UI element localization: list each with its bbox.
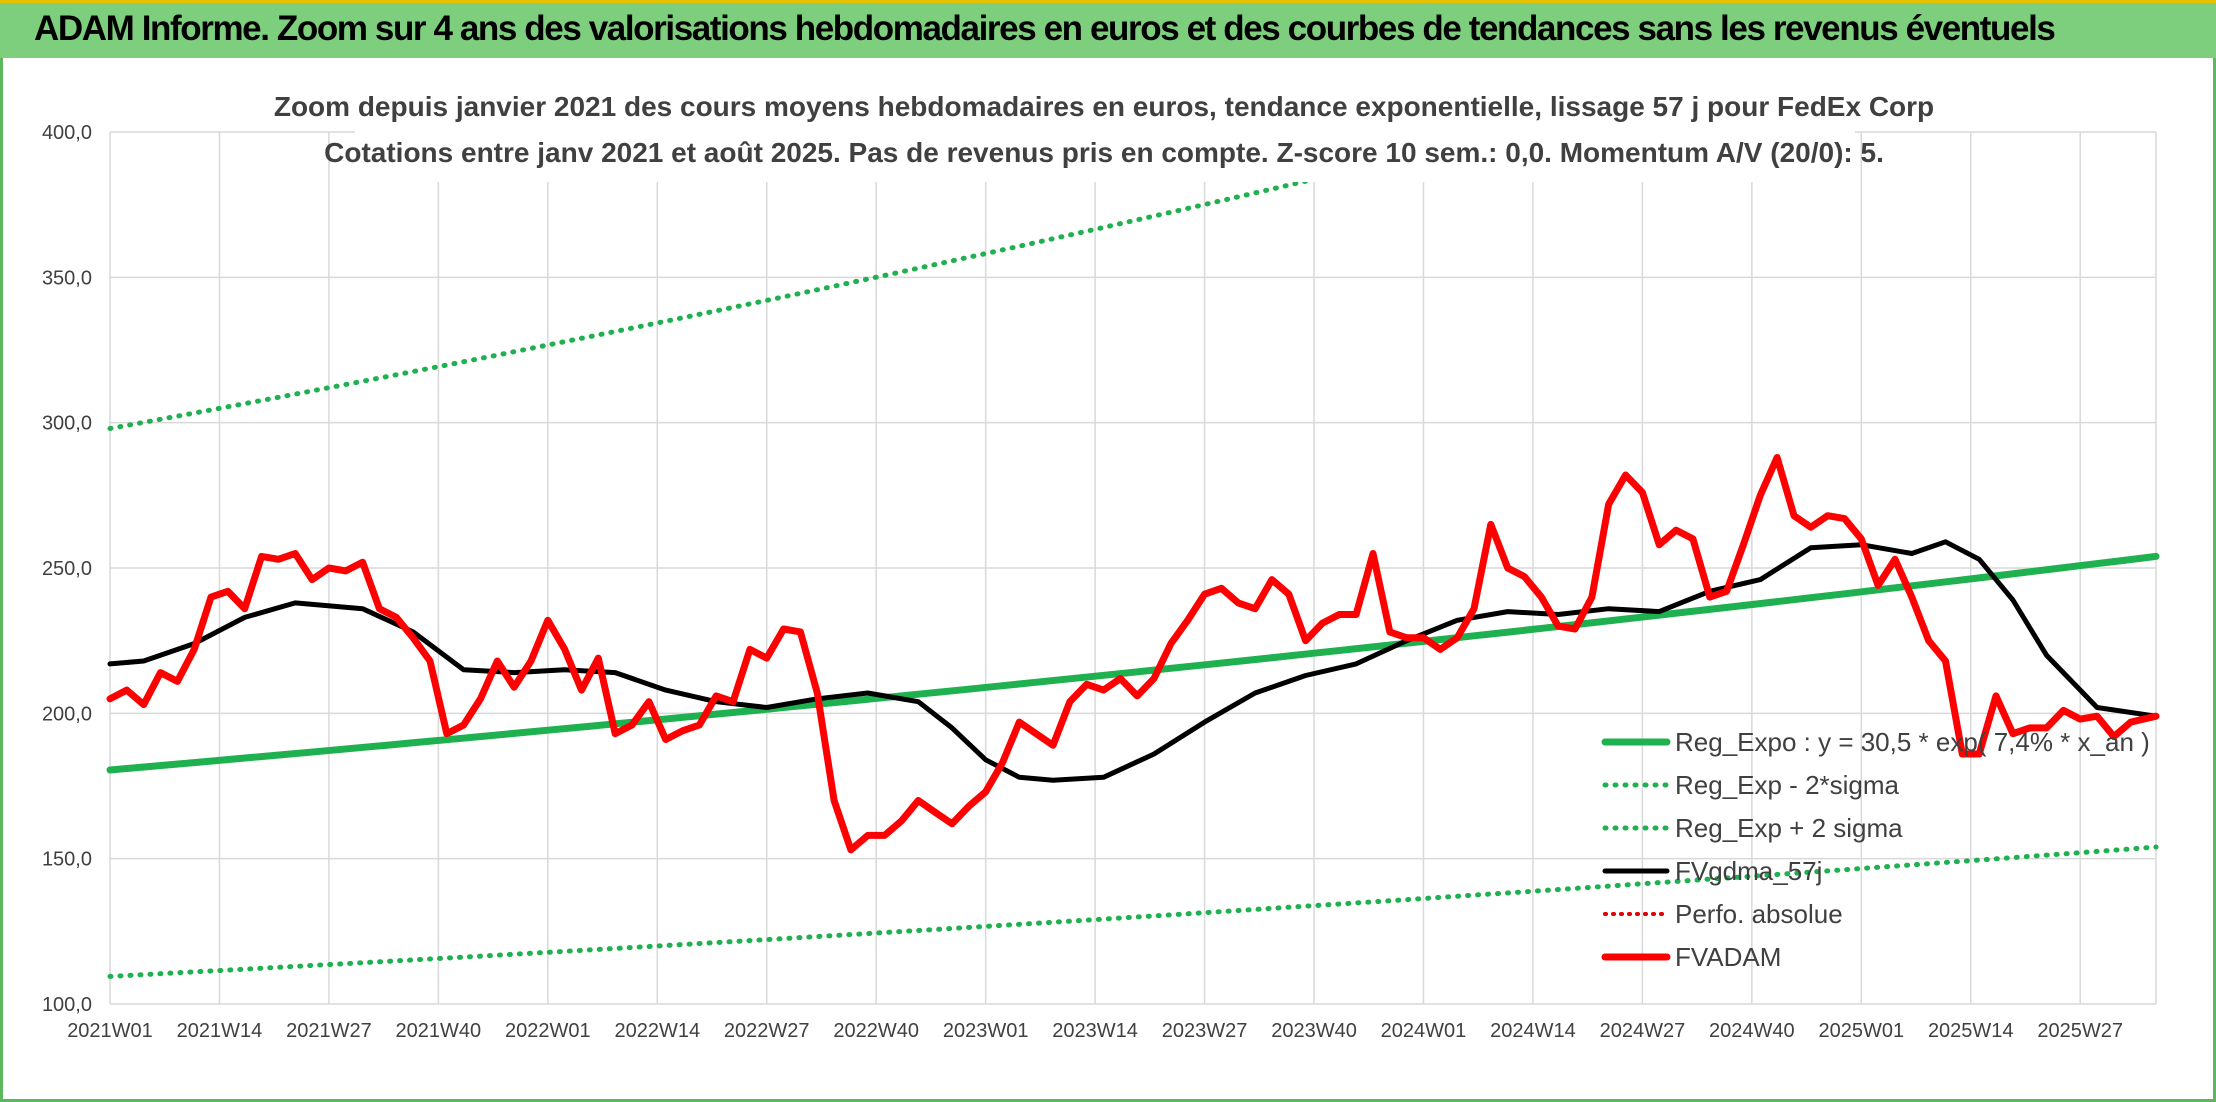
x-tick-label: 2023W27 [1162,1020,1248,1042]
x-tick-label: 2021W40 [396,1020,482,1042]
x-tick-label: 2022W27 [724,1020,810,1042]
legend-label: Perfo. absolue [1675,899,1843,929]
y-tick-label: 200,0 [42,703,92,725]
series-layer [106,127,2160,979]
y-tick-label: 150,0 [42,849,92,871]
x-tick-label: 2022W01 [505,1020,591,1042]
series-reg-expo [106,552,2160,774]
x-tick-label: 2025W14 [1928,1020,2014,1042]
x-tick-label: 2021W27 [286,1020,372,1042]
x-tick-label: 2021W14 [177,1020,263,1042]
y-tick-label: 350,0 [42,267,92,289]
y-tick-label: 250,0 [42,558,92,580]
x-tick-label: 2023W40 [1271,1020,1357,1042]
y-tick-label: 100,0 [42,994,92,1016]
y-tick-label: 300,0 [42,413,92,435]
legend: Reg_Expo : y = 30,5 * exp( 7,4% * x_an )… [1601,727,2150,972]
x-tick-label: 2022W40 [833,1020,919,1042]
x-tick-label: 2022W14 [614,1020,700,1042]
x-tick-label: 2023W01 [943,1020,1029,1042]
title-background [355,82,1855,182]
series-fvadam [106,454,2160,854]
x-tick-label: 2023W14 [1052,1020,1138,1042]
legend-label: Reg_Expo : y = 30,5 * exp( 7,4% * x_an ) [1675,727,2150,757]
x-tick-label: 2024W01 [1381,1020,1467,1042]
banner-title: ADAM Informe. Zoom sur 4 ans des valoris… [34,9,2056,48]
x-tick-label: 2024W27 [1600,1020,1686,1042]
title-layer: Zoom depuis janvier 2021 des cours moyen… [274,82,1934,182]
series-reg-plus-2sigma [107,127,1543,431]
x-tick-label: 2025W01 [1818,1020,1904,1042]
x-tick-label: 2024W14 [1490,1020,1576,1042]
y-tick-label: 400,0 [42,122,92,144]
chart-title: Zoom depuis janvier 2021 des cours moyen… [274,91,1934,122]
legend-label: FVADAM [1675,942,1781,972]
x-tick-label: 2025W27 [2037,1020,2123,1042]
grid [109,131,2157,1005]
legend-label: Reg_Exp + 2 sigma [1675,813,1903,843]
legend-label: Reg_Exp - 2*sigma [1675,770,1900,800]
series-fvgdma-57j [107,539,2159,783]
legend-label: FVgdma_57j [1675,856,1822,886]
series-reg-minus-2sigma [107,844,2159,979]
banner: ADAM Informe. Zoom sur 4 ans des valoris… [0,0,2216,58]
x-tick-label: 2021W01 [67,1020,153,1042]
axes-layer: 100,0 150,0 200,0 250,0 300,0 350,0 400,0 2021W… [42,122,2123,1042]
chart-subtitle: Cotations entre janv 2021 et août 2025. … [324,137,1884,168]
x-tick-label: 2024W40 [1709,1020,1795,1042]
